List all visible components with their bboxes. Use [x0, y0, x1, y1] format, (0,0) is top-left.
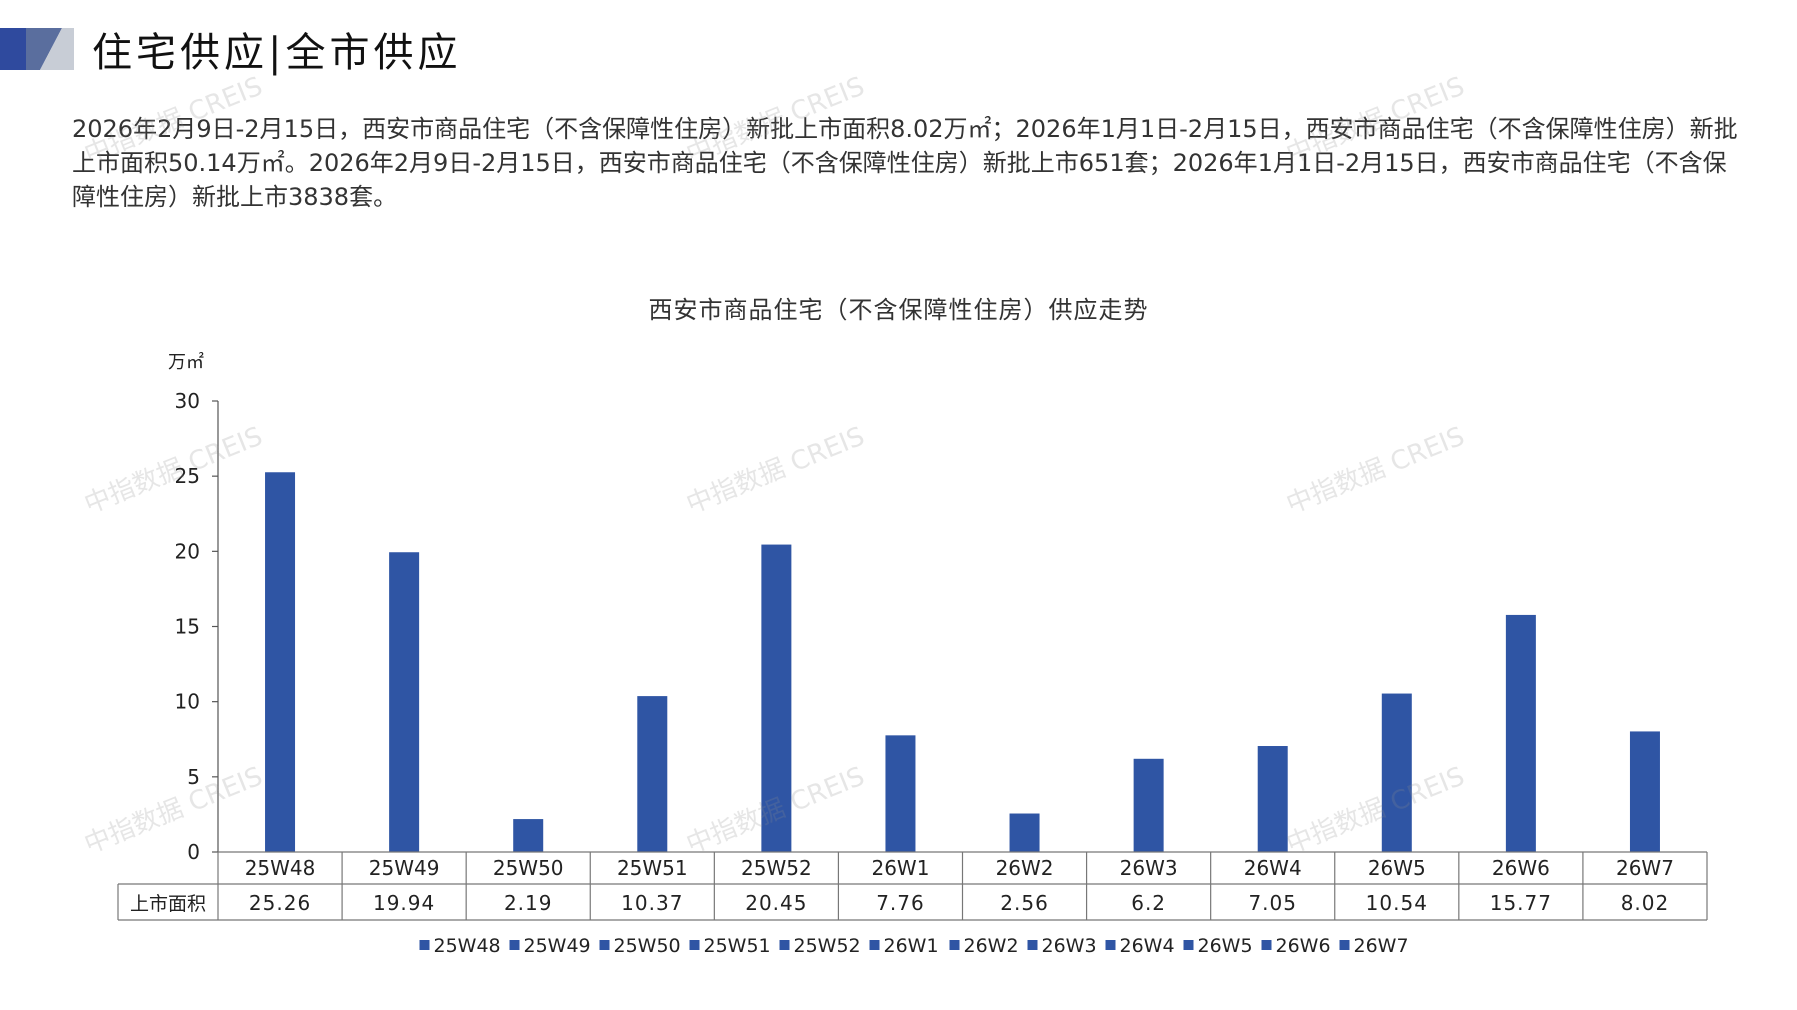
data-label: 2.19 [504, 891, 553, 915]
legend-label: 25W48 [434, 935, 501, 957]
bar-25W52 [761, 544, 792, 852]
legend-key [1105, 940, 1116, 950]
data-label: 7.76 [876, 891, 925, 915]
page-title-part2: 全市供应 [285, 30, 462, 76]
legend-key [1339, 940, 1350, 950]
legend-label: 26W3 [1042, 935, 1097, 957]
legend-label: 26W1 [884, 935, 939, 957]
legend-label: 25W51 [704, 935, 771, 957]
data-label: 10.54 [1366, 891, 1428, 915]
bar-26W3 [1133, 758, 1164, 852]
summary-text: 2026年2月9日-2月15日，西安市商品住宅（不含保障性住房）新批上市面积8.… [72, 115, 1738, 211]
legend-label: 25W52 [794, 935, 861, 957]
bar-26W6 [1505, 614, 1536, 852]
bar-25W51 [637, 696, 668, 852]
legend-label: 25W49 [524, 935, 591, 957]
data-label: 20.45 [745, 891, 807, 915]
y-tick-label: 5 [187, 765, 200, 789]
legend-key [1261, 940, 1272, 950]
y-tick-label: 25 [175, 464, 200, 488]
bar-25W48 [265, 472, 296, 852]
bar-26W7 [1629, 731, 1660, 852]
y-tick-label: 10 [175, 690, 200, 714]
x-tick-label: 26W4 [1244, 856, 1302, 880]
x-tick-label: 26W6 [1492, 856, 1550, 880]
legend-label: 25W50 [614, 935, 681, 957]
y-tick-label: 15 [175, 615, 200, 639]
page-title: 住宅供应|全市供应 [92, 20, 461, 78]
legend-key [779, 940, 790, 950]
x-tick-label: 26W5 [1368, 856, 1426, 880]
bar-26W5 [1381, 693, 1412, 852]
y-tick-label: 30 [175, 389, 200, 413]
y-tick-label: 0 [187, 840, 200, 864]
y-axis-unit: 万㎡ [168, 351, 204, 373]
header-decoration [0, 28, 74, 70]
table-series-name: 上市面积 [130, 893, 206, 915]
data-label: 15.77 [1490, 891, 1552, 915]
data-label: 25.26 [249, 891, 311, 915]
legend-key [1183, 940, 1194, 950]
legend-label: 26W7 [1354, 935, 1409, 957]
x-tick-label: 26W7 [1616, 856, 1674, 880]
x-tick-label: 25W49 [369, 856, 440, 880]
x-tick-label: 25W50 [493, 856, 564, 880]
legend-key [509, 940, 520, 950]
legend-label: 26W5 [1198, 935, 1253, 957]
bar-26W1 [885, 735, 916, 852]
page-title-part1: 住宅供应 [92, 30, 268, 76]
x-tick-label: 25W52 [741, 856, 812, 880]
legend-label: 26W2 [964, 935, 1019, 957]
bar-25W49 [389, 552, 420, 852]
x-tick-label: 26W1 [871, 856, 929, 880]
legend-label: 26W4 [1120, 935, 1175, 957]
bar-26W2 [1009, 813, 1040, 852]
x-tick-label: 25W51 [617, 856, 688, 880]
legend-key [599, 940, 610, 950]
data-label: 6.2 [1131, 891, 1166, 915]
legend-key [689, 940, 700, 950]
data-label: 2.56 [1000, 891, 1049, 915]
legend-key [869, 940, 880, 950]
y-tick-label: 20 [175, 539, 200, 563]
x-tick-label: 25W48 [245, 856, 316, 880]
x-tick-label: 26W2 [996, 856, 1054, 880]
data-label: 19.94 [373, 891, 435, 915]
bar-26W4 [1257, 746, 1288, 852]
data-label: 7.05 [1248, 891, 1297, 915]
chart-title: 西安市商品住宅（不含保障性住房）供应走势 [648, 296, 1149, 324]
data-label: 8.02 [1621, 891, 1670, 915]
data-label: 10.37 [621, 891, 683, 915]
title-divider: | [268, 30, 286, 76]
legend-key [419, 940, 430, 950]
legend-key [1027, 940, 1038, 950]
bar-25W50 [513, 819, 544, 852]
legend-key [949, 940, 960, 950]
x-tick-label: 26W3 [1120, 856, 1178, 880]
legend-label: 26W6 [1276, 935, 1331, 957]
